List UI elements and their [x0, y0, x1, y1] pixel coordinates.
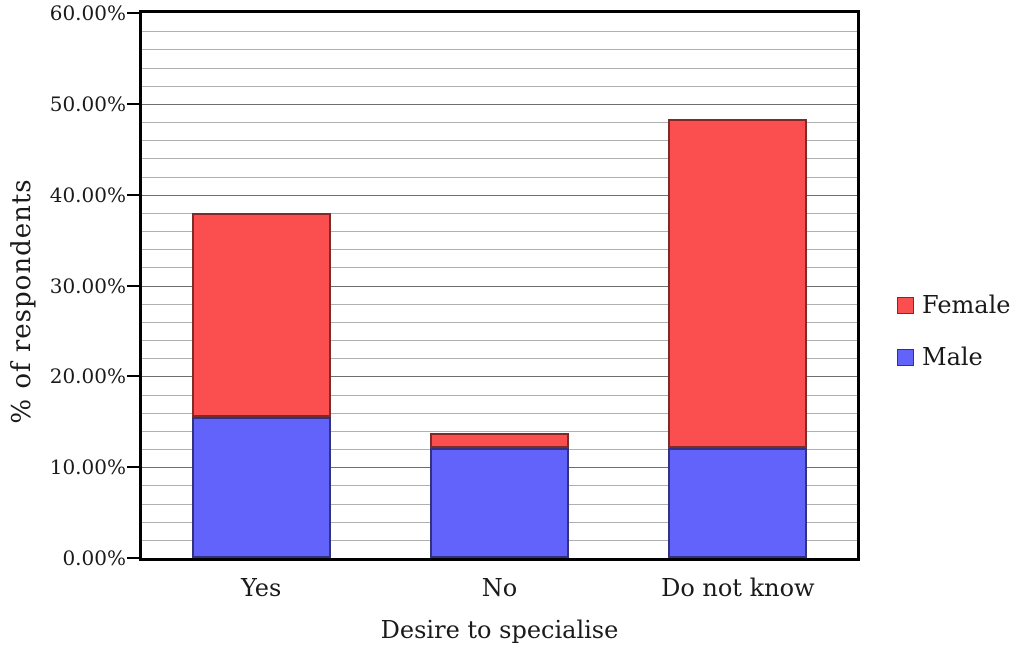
minor-gridline: [142, 249, 857, 251]
y-axis-tick-mark: [127, 375, 139, 378]
bar-do-not-know-male: [668, 448, 808, 558]
y-axis-tick-label-0-00: 0.00%: [62, 546, 126, 570]
legend-swatch-male-icon: [897, 348, 914, 366]
minor-gridline: [142, 67, 857, 69]
y-axis-tick-label-40-00: 40.00%: [49, 182, 126, 207]
minor-gridline: [142, 394, 857, 396]
minor-gridline: [142, 303, 857, 305]
x-category-label-no: No: [481, 574, 518, 602]
y-axis-tick-label-50-00: 50.00%: [49, 91, 126, 116]
y-axis-tick-label-60-00: 60.00%: [49, 1, 126, 25]
minor-gridline: [142, 430, 857, 432]
x-category-label-do-not-know: Do not know: [661, 574, 815, 602]
bar-do-not-know-female: [668, 119, 808, 449]
x-category-label-yes: Yes: [241, 574, 282, 602]
minor-gridline: [142, 158, 857, 160]
bar-yes-male: [191, 417, 331, 558]
y-axis-tick-mark: [127, 557, 139, 559]
y-axis-tick-mark: [127, 284, 139, 287]
y-axis-tick-label-10-00: 10.00%: [49, 455, 126, 480]
bar-no-female: [430, 432, 569, 449]
y-axis-tick-label-20-00: 20.00%: [49, 364, 126, 389]
y-axis-tick-mark: [127, 12, 139, 14]
minor-gridline: [142, 85, 857, 87]
plot-area: [139, 10, 860, 561]
minor-gridline: [142, 49, 857, 51]
minor-gridline: [142, 267, 857, 269]
legend: Female Male: [897, 291, 1011, 371]
minor-gridline: [142, 412, 857, 414]
legend-label-male: Male: [922, 343, 983, 371]
y-axis-tick-mark: [127, 102, 139, 105]
y-axis-tick-label-30-00: 30.00%: [49, 273, 126, 298]
minor-gridline: [142, 31, 857, 33]
legend-entry-female: Female: [897, 291, 1011, 319]
legend-swatch-female-icon: [897, 296, 914, 314]
minor-gridline: [142, 231, 857, 232]
major-gridline: [142, 194, 857, 196]
minor-gridline: [142, 122, 857, 123]
y-axis-tick-mark: [127, 466, 139, 469]
minor-gridline: [142, 321, 857, 323]
minor-gridline: [142, 340, 857, 341]
x-axis-title: Desire to specialise: [380, 616, 619, 644]
minor-gridline: [142, 140, 857, 142]
legend-label-female: Female: [922, 291, 1011, 319]
bar-yes-female: [191, 213, 331, 418]
minor-gridline: [142, 212, 857, 214]
minor-gridline: [142, 358, 857, 360]
major-gridline: [142, 285, 857, 287]
legend-entry-male: Male: [897, 343, 1011, 371]
major-gridline: [142, 103, 857, 105]
minor-gridline: [142, 176, 857, 178]
major-gridline: [142, 376, 857, 378]
bar-no-male: [430, 448, 569, 558]
y-axis-tick-mark: [127, 193, 139, 196]
